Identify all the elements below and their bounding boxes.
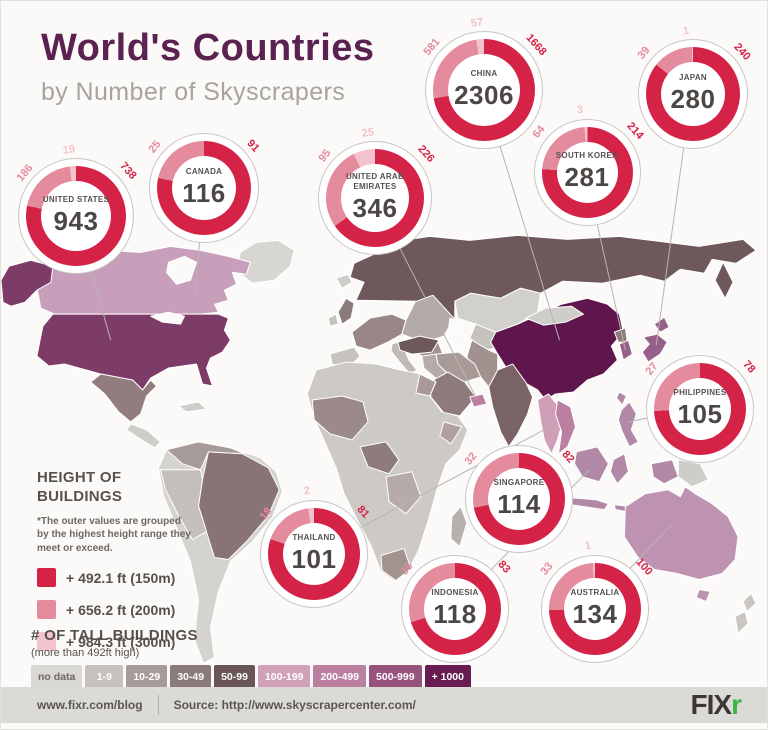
map-region-ethiopia — [439, 421, 463, 445]
map-region-new_guinea_east — [677, 459, 709, 488]
count-legend-subtitle: (more than 492ft high) — [31, 647, 140, 659]
map-countries — [1, 234, 757, 664]
map-region-russia — [349, 234, 757, 320]
map-region-japan — [641, 333, 668, 363]
map-region-south_america_west — [160, 469, 207, 541]
height-legend: HEIGHT OF BUILDINGS *The outer values ar… — [37, 469, 207, 651]
map-region-water — [447, 317, 467, 353]
fixr-logo: FIXr — [690, 689, 742, 721]
count-legend-box: 100-199 — [257, 665, 311, 690]
count-legend-boxes: no data 1-9 10-29 30-49 50-99 100-199 200-499 5… — [31, 665, 471, 690]
count-legend: # OF TALL BUILDINGS (more than 492ft hig… — [31, 627, 471, 690]
height-legend-item: + 492.1 ft (150m) — [37, 568, 207, 587]
height-legend-item: + 656.2 ft (200m) — [37, 600, 207, 619]
map-region-iceland — [335, 273, 353, 289]
legend-label: + 492.1 ft (150m) — [66, 569, 176, 586]
map-region-new_zealand — [734, 610, 749, 634]
map-region-water — [150, 311, 186, 325]
page-subtitle: by Number of Skyscrapers — [41, 78, 346, 106]
map-region-madagascar — [450, 506, 468, 548]
count-legend-box: 500-999 — [369, 665, 422, 690]
footer: www.fixr.com/blog Source: http://www.sky… — [1, 687, 767, 723]
map-region-russia — [714, 261, 734, 299]
connector-line — [655, 93, 692, 346]
legend-label: + 984.3 ft (300m) — [66, 633, 176, 650]
map-region-new_zealand — [742, 592, 757, 612]
map-region-mongolia — [525, 305, 584, 326]
count-legend-box: 200-499 — [313, 665, 367, 690]
map-region-west_africa — [311, 395, 369, 441]
map-region-turkey — [397, 335, 440, 355]
count-legend-box: 30-49 — [170, 665, 212, 690]
map-region-japan — [653, 316, 670, 333]
legend-color-swatch — [37, 632, 56, 651]
map-region-taiwan — [615, 391, 627, 406]
connector-line — [453, 469, 590, 608]
legend-label: + 656.2 ft (200m) — [66, 601, 176, 618]
map-region-indonesia — [573, 446, 609, 483]
map-region-greenland — [235, 239, 295, 284]
map-region-water — [166, 255, 197, 285]
map-region-indonesia — [559, 496, 609, 511]
footer-divider — [157, 695, 159, 715]
map-region-canada — [36, 245, 251, 315]
height-legend-items: + 492.1 ft (150m) + 656.2 ft (200m) + 984.… — [37, 568, 207, 651]
map-region-central_america — [126, 423, 162, 449]
fixr-logo-fix: FIX — [690, 689, 733, 720]
map-region-south_america_north — [166, 441, 245, 471]
map-region-ireland — [327, 313, 339, 327]
count-legend-box: + 1000 — [424, 665, 471, 690]
map-region-drc — [385, 471, 422, 515]
fixr-logo-r: r — [731, 689, 742, 720]
count-legend-box: no data — [31, 665, 83, 690]
map-region-brazil — [197, 451, 280, 561]
map-region-uk — [337, 297, 355, 325]
count-legend-box: 10-29 — [126, 665, 168, 690]
map-region-usa — [36, 313, 231, 391]
map-region-indonesia — [609, 453, 629, 485]
count-legend-title: # OF TALL BUILDINGS — [31, 627, 198, 644]
map-region-cuba — [178, 401, 207, 413]
map-region-new_guinea_west — [650, 459, 679, 485]
map-region-uae — [469, 393, 488, 408]
height-legend-title: HEIGHT OF BUILDINGS — [37, 469, 123, 505]
footer-blog-url: www.fixr.com/blog — [37, 698, 143, 712]
map-region-india — [488, 363, 534, 448]
map-region-australia — [623, 486, 739, 580]
footer-source: Source: http://www.skyscrapercenter.com/ — [173, 698, 416, 712]
map-region-nigeria — [359, 441, 400, 475]
legend-color-swatch — [37, 600, 56, 619]
page-title: World's Countries — [41, 27, 375, 69]
count-legend-box: 1-9 — [85, 665, 124, 690]
map-region-south_korea — [618, 339, 633, 361]
height-legend-item: + 984.3 ft (300m) — [37, 632, 207, 651]
legend-color-swatch — [37, 568, 56, 587]
map-region-mexico — [90, 373, 158, 423]
header: World's Countries by Number of Skyscrape… — [41, 27, 375, 107]
map-region-tasmania — [695, 588, 711, 602]
height-legend-note: *The outer values are grouped by the hig… — [37, 515, 191, 554]
connector-line — [628, 407, 699, 423]
count-legend-box: 50-99 — [214, 665, 255, 690]
map-region-egypt — [415, 373, 437, 397]
map-region-philippines — [617, 401, 639, 448]
